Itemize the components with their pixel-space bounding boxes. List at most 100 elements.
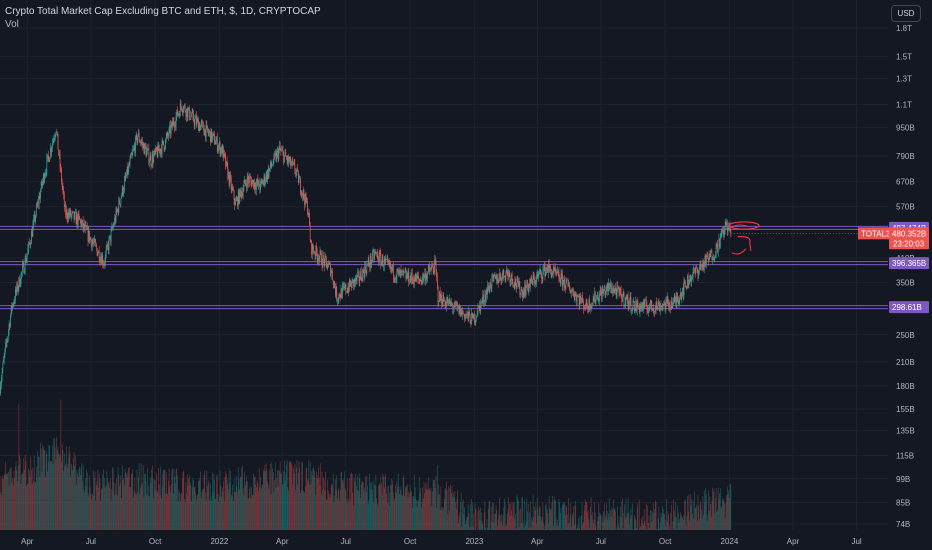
candle-body	[491, 275, 493, 288]
candle-body	[478, 305, 479, 307]
candle-body	[511, 274, 512, 280]
volume-bar	[0, 492, 2, 530]
volume-bar	[545, 504, 547, 530]
volume-bar	[316, 471, 317, 530]
volume-bar	[518, 500, 519, 530]
candle-body	[77, 213, 79, 226]
volume-bar	[372, 481, 374, 530]
candle-body	[117, 209, 118, 212]
volume-bar	[570, 503, 572, 530]
volume-bar	[289, 461, 291, 530]
candle-body	[544, 264, 546, 277]
volume-bar	[603, 503, 605, 530]
candle-body	[668, 302, 670, 307]
volume-bar	[726, 486, 728, 530]
candle-body	[680, 293, 681, 298]
volume-bar	[235, 476, 237, 530]
candle-body	[569, 290, 571, 294]
candle-body	[699, 264, 701, 270]
volume-bar	[94, 471, 96, 530]
candle-body	[374, 253, 375, 259]
candle-body	[498, 280, 500, 283]
volume-bar	[277, 470, 278, 530]
volume-bar	[44, 449, 46, 530]
candle-body	[608, 282, 610, 290]
volume-bar	[315, 494, 317, 530]
candle-body	[622, 296, 623, 302]
candle-body	[344, 284, 346, 289]
candle-body	[19, 277, 20, 287]
volume-bar	[679, 518, 681, 530]
candle-body	[499, 273, 500, 281]
candle-body	[406, 274, 408, 278]
candle-body	[228, 172, 230, 185]
ellipse-scribble	[731, 224, 749, 227]
volume-bar	[225, 471, 227, 530]
y-tick-label: 250B	[896, 331, 915, 340]
candle-body	[545, 269, 547, 277]
volume-bar	[128, 466, 130, 530]
candle-body	[525, 287, 527, 295]
candle-body	[599, 290, 601, 295]
candle-body	[467, 312, 468, 315]
volume-bar	[441, 507, 442, 530]
candle-body	[307, 200, 308, 215]
volume-bar	[302, 462, 303, 530]
volume-bar	[580, 515, 582, 530]
candle-body	[115, 209, 117, 222]
volume-bar	[175, 469, 177, 530]
candle-body	[532, 275, 534, 285]
candle-body	[685, 282, 686, 286]
volume-bar	[664, 519, 666, 530]
volume-bar	[161, 497, 162, 530]
candle-body	[624, 304, 625, 305]
volume-bar	[300, 489, 302, 530]
candle-body	[53, 139, 55, 141]
volume-bar	[251, 486, 252, 530]
volume-bar	[416, 507, 418, 530]
volume-bar	[710, 516, 712, 530]
volume-bar	[605, 515, 607, 530]
volume-bar	[20, 483, 22, 530]
last-price-label-bg	[889, 227, 929, 250]
candle-body	[138, 133, 140, 142]
volume-bar	[720, 508, 722, 530]
candle-body	[710, 250, 712, 253]
candle-body	[285, 152, 287, 157]
time-axis[interactable]: Apr Jul Oct 2022 Apr Jul Oct 2023 Apr Jul Oct 2024 A…	[21, 537, 862, 546]
candle-body	[504, 276, 505, 277]
candle-body	[590, 305, 591, 310]
volume-bar	[469, 527, 470, 530]
candle-body	[252, 179, 254, 182]
x-tick-label: 2024	[721, 537, 739, 546]
candle-body	[28, 242, 30, 244]
volume-bar	[369, 473, 370, 530]
volume-bar	[233, 500, 234, 530]
volume-bar	[638, 499, 640, 530]
volume-bar	[174, 476, 176, 530]
currency-button[interactable]: USD	[891, 5, 921, 22]
volume-bar	[270, 464, 271, 530]
volume-bar	[271, 462, 273, 530]
volume-bar	[230, 471, 231, 530]
volume-bar	[217, 493, 219, 530]
volume-bar	[306, 467, 308, 530]
volume-bar	[24, 469, 25, 530]
candle-body	[154, 150, 156, 153]
volume-bar	[673, 510, 675, 530]
candle-body	[112, 225, 114, 229]
volume-bar	[490, 506, 492, 530]
volume-bar	[184, 502, 186, 530]
volume-bar	[258, 491, 259, 530]
volume-bar	[427, 489, 428, 530]
candle-body	[266, 173, 268, 180]
volume-bar	[93, 470, 94, 530]
volume-bar	[502, 515, 504, 530]
candle-body	[548, 264, 549, 273]
candle-body	[137, 133, 139, 137]
candle-body	[300, 192, 302, 195]
volume-bar	[140, 487, 141, 530]
volume-bar	[191, 487, 193, 530]
